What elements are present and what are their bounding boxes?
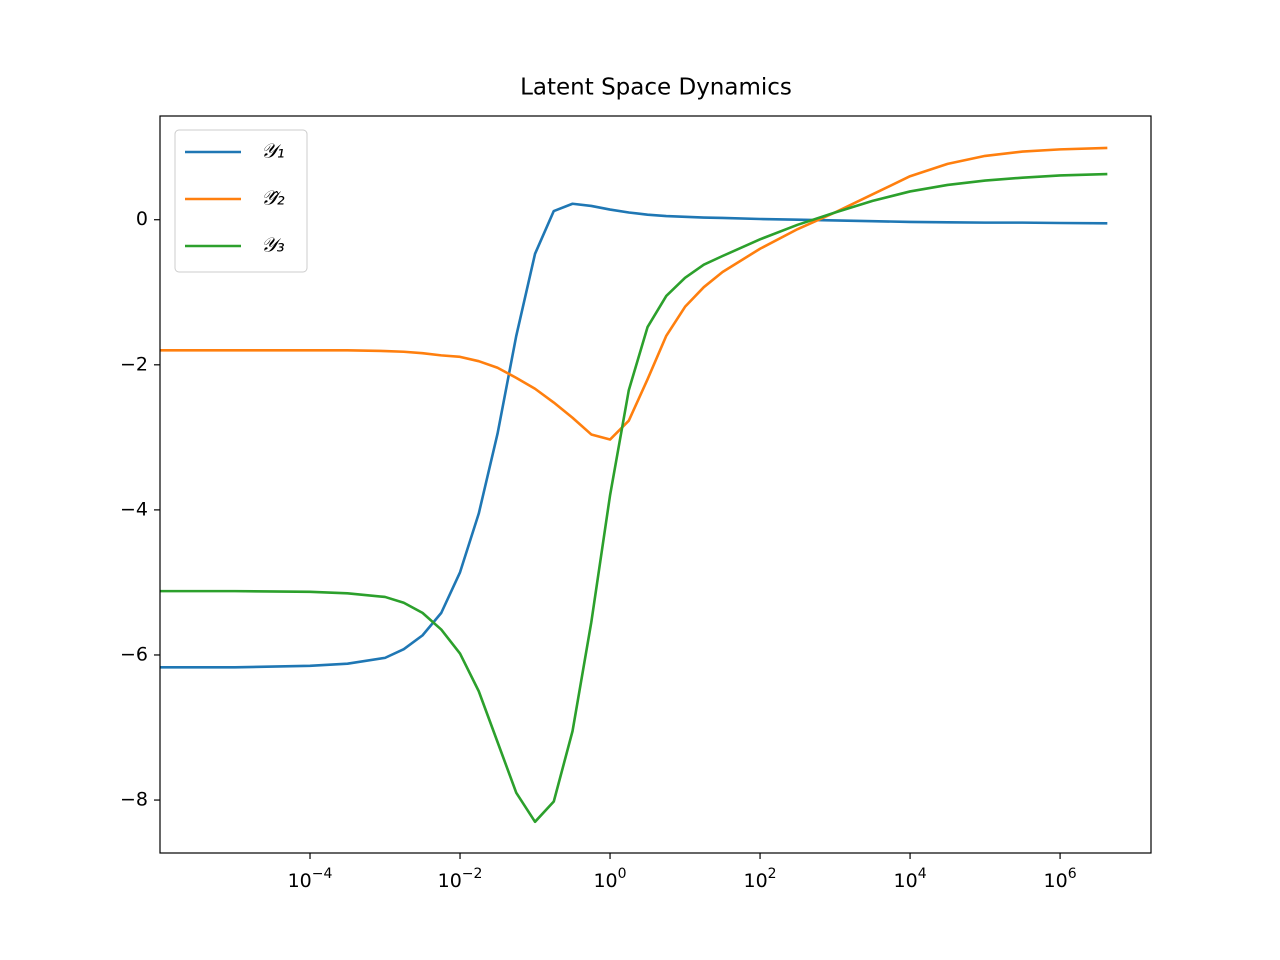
y-tick-label: −2	[120, 353, 148, 375]
series-line	[160, 172, 1108, 824]
series-line	[160, 202, 1108, 669]
plot-frame	[159, 115, 1152, 854]
x-tick-label: 106	[1044, 866, 1077, 892]
chart-title: Latent Space Dynamics	[520, 75, 792, 101]
x-tick-label: 10−2	[438, 866, 483, 892]
series-line	[160, 146, 1108, 441]
x-tick-label: 10−4	[288, 866, 333, 892]
x-tick-label: 102	[743, 866, 776, 892]
legend-label: 𝒴₁	[261, 139, 285, 163]
legend-label: 𝒴̂₂	[261, 186, 285, 210]
legend-label: 𝒴₃	[261, 233, 285, 257]
x-tick-label: 104	[894, 866, 927, 892]
y-tick-label: −6	[120, 643, 148, 665]
x-tick-label: 100	[593, 866, 626, 892]
y-tick-label: 0	[136, 208, 148, 230]
y-tick-label: −4	[120, 498, 148, 520]
legend-box	[174, 129, 308, 273]
y-tick-label: −8	[120, 789, 148, 811]
